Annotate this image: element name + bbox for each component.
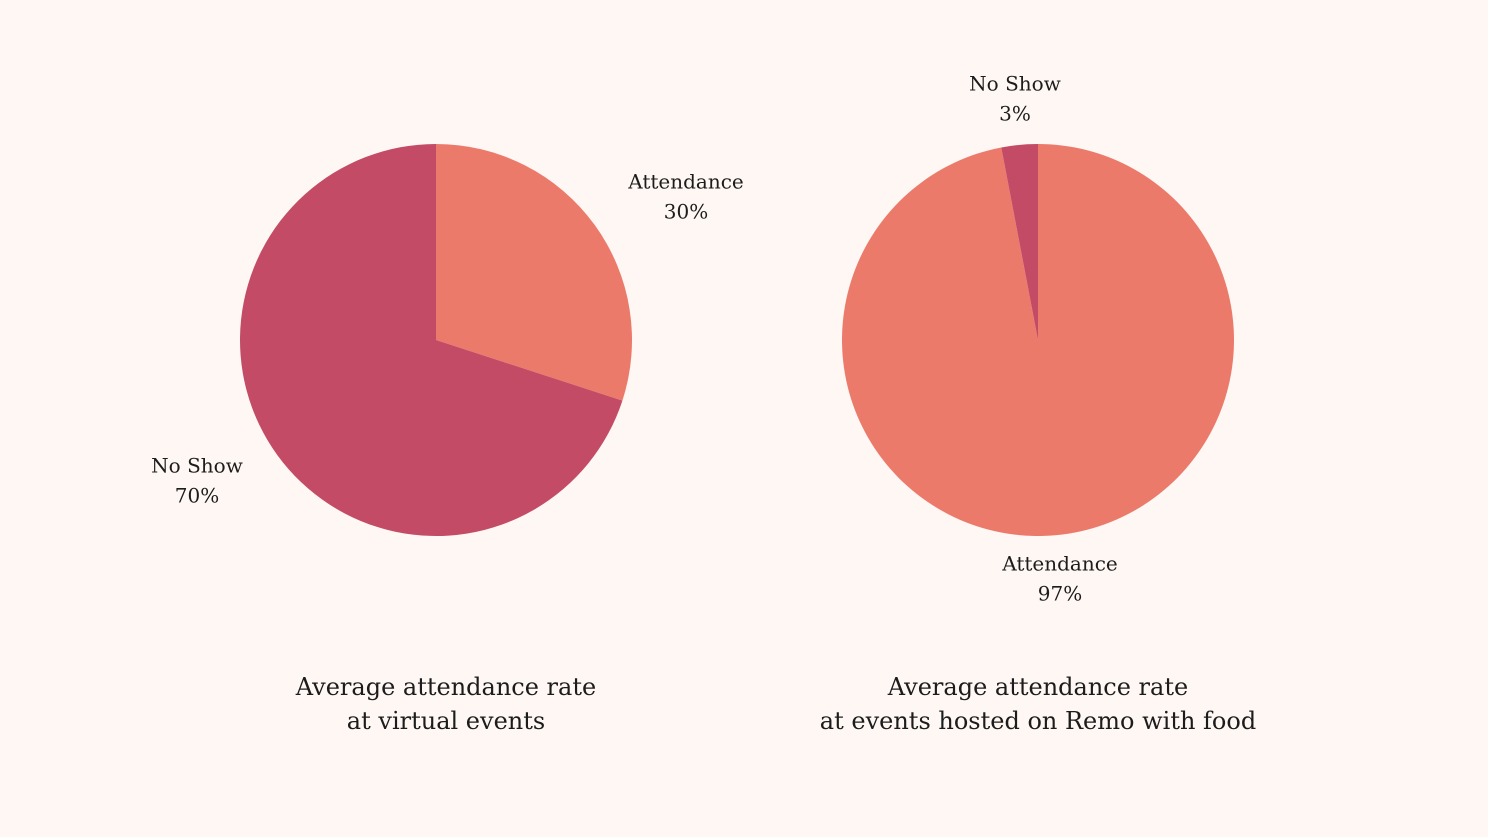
remo-food-events-no-show-value-label: 3% xyxy=(999,102,1031,126)
virtual-events-no-show-label: No Show xyxy=(151,454,243,478)
virtual-events-caption: Average attendance rate at virtual event… xyxy=(146,670,746,738)
virtual-events-pie: Attendance 30% No Show 70% xyxy=(151,144,744,536)
remo-food-events-attendance-slice xyxy=(841,144,1234,536)
remo-food-events-caption-line-1: Average attendance rate xyxy=(887,673,1189,701)
virtual-events-no-show-value-label: 70% xyxy=(175,484,219,508)
virtual-events-caption-line-2: at virtual events xyxy=(346,707,546,735)
virtual-events-attendance-slice xyxy=(436,144,632,401)
virtual-events-caption-line-1: Average attendance rate xyxy=(295,673,597,701)
remo-food-events-pie: Attendance 97% No Show 3% xyxy=(841,72,1234,606)
remo-food-events-caption-line-2: at events hosted on Remo with food xyxy=(819,707,1257,735)
virtual-events-attendance-value-label: 30% xyxy=(664,200,708,224)
remo-food-events-caption: Average attendance rate at events hosted… xyxy=(738,670,1338,738)
remo-food-events-no-show-slice xyxy=(1001,144,1038,340)
virtual-events-attendance-label: Attendance xyxy=(627,170,744,194)
remo-food-events-attendance-label: Attendance xyxy=(1001,552,1118,576)
remo-food-events-no-show-label: No Show xyxy=(969,72,1061,96)
virtual-events-no-show-slice xyxy=(240,144,623,536)
remo-food-events-attendance-value-label: 97% xyxy=(1038,582,1082,606)
